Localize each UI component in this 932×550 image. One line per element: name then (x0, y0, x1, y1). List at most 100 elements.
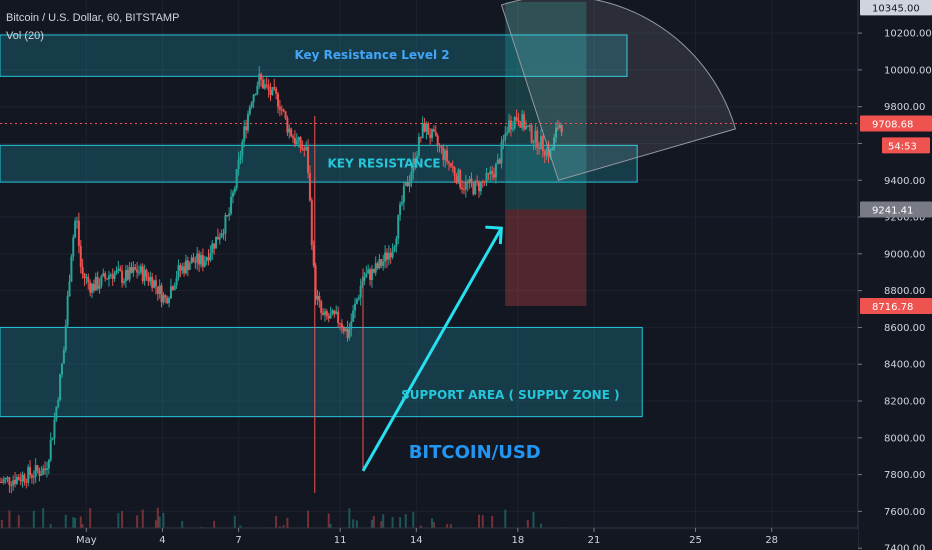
candle-body (196, 253, 199, 263)
candle-body (201, 255, 204, 267)
key-resistance-zone[interactable] (0, 144, 638, 183)
candle-body (517, 120, 520, 123)
candle-body (228, 213, 231, 216)
candle-body (393, 246, 396, 252)
candle-body (350, 321, 353, 329)
price-tick-label: 7800.00 (884, 470, 925, 481)
candle-body (474, 180, 477, 195)
candle-body (34, 465, 37, 477)
trend-arrow[interactable] (361, 225, 503, 472)
candle-body (245, 126, 248, 131)
support-area-label: SUPPORT AREA ( SUPPLY ZONE ) (401, 388, 620, 402)
time-tick-label: 21 (588, 535, 601, 546)
candle-body (269, 90, 272, 95)
candle-body (534, 130, 537, 143)
candle-body (115, 270, 118, 273)
candle-body (241, 141, 244, 157)
candle-body (181, 266, 184, 271)
candle-body (421, 122, 424, 138)
candle-body (237, 159, 240, 170)
candle-body (342, 327, 345, 332)
candle-body (410, 172, 413, 182)
candle-body (431, 129, 434, 138)
candle-body (470, 178, 473, 184)
candle-body (175, 277, 178, 286)
candle-body (288, 128, 291, 133)
candle-body (44, 468, 47, 470)
candle-body (216, 236, 219, 240)
candle-body (203, 260, 206, 267)
price-candles (0, 65, 563, 494)
candle-body (322, 312, 325, 315)
candle-body (141, 266, 144, 282)
candle-body (293, 137, 296, 145)
candle-body (158, 285, 161, 294)
candle-body (117, 268, 120, 271)
candle-body (344, 328, 347, 332)
price-tick-label: 7400.00 (884, 544, 925, 550)
candle-body (412, 158, 415, 173)
candle-body (521, 114, 524, 128)
candle-body (8, 477, 11, 486)
support-area-zone[interactable] (0, 326, 643, 418)
candle-body (186, 260, 189, 270)
candle-body (282, 109, 285, 112)
candle-body (85, 277, 88, 279)
candle-body (493, 174, 496, 178)
candle-body (556, 127, 559, 129)
candle-body (382, 261, 385, 266)
candle-body (498, 159, 501, 164)
candle-body (243, 126, 246, 142)
candle-body (370, 268, 373, 280)
candle-body (389, 252, 392, 258)
candle-body (124, 269, 127, 282)
candle-body (329, 314, 332, 319)
target-price-tag: 9241.41 (872, 205, 913, 216)
time-axis[interactable]: May 4 7 11 14 18 21 25 28 (0, 527, 858, 550)
candle-body (139, 266, 142, 273)
candle-body (248, 106, 251, 115)
candle-body (346, 328, 349, 339)
candle-body (524, 125, 527, 130)
key-resistance-label: KEY RESISTANCE (327, 156, 440, 170)
candle-body (352, 310, 355, 322)
candle-body (432, 129, 435, 132)
candle-body (177, 265, 180, 278)
volume-header[interactable]: Vol (20) (6, 30, 44, 42)
candle-body (254, 94, 257, 96)
candle-body (297, 137, 300, 141)
candle-body (359, 285, 362, 298)
candle-body (64, 325, 67, 350)
candle-body (538, 148, 541, 150)
symbol-header[interactable]: Bitcoin / U.S. Dollar, 60, BITSTAMP (6, 12, 180, 24)
candle-body (87, 277, 90, 283)
candle-body (515, 117, 518, 121)
price-tick-label: 8200.00 (884, 397, 925, 408)
time-tick-label: May (76, 535, 97, 546)
candle-body (485, 173, 488, 183)
candle-body (198, 253, 201, 265)
candle-body (307, 146, 310, 173)
candle-body (340, 323, 343, 328)
candle-body (478, 181, 481, 192)
time-tick-label: 11 (334, 535, 347, 546)
candle-body (2, 479, 5, 483)
candle-body (17, 477, 20, 480)
candle-body (532, 142, 535, 144)
candle-body (156, 286, 159, 294)
price-tick-label: 8600.00 (884, 323, 925, 334)
candle-body (32, 476, 35, 478)
fibonacci-fan[interactable] (500, 0, 737, 181)
chart-title-label: BITCOIN/USD (409, 442, 541, 463)
time-tick-label: 4 (159, 535, 165, 546)
candle-body (551, 148, 554, 151)
candle-body (132, 267, 135, 273)
candle-body (30, 475, 33, 478)
candle-body (286, 118, 289, 133)
candle-body (384, 252, 387, 262)
candle-body (316, 295, 319, 300)
candle-body (508, 120, 511, 133)
candle-body (320, 301, 323, 313)
price-axis[interactable]: 10200.0010000.009800.009600.009400.00920… (857, 0, 932, 550)
candle-body (213, 243, 216, 249)
